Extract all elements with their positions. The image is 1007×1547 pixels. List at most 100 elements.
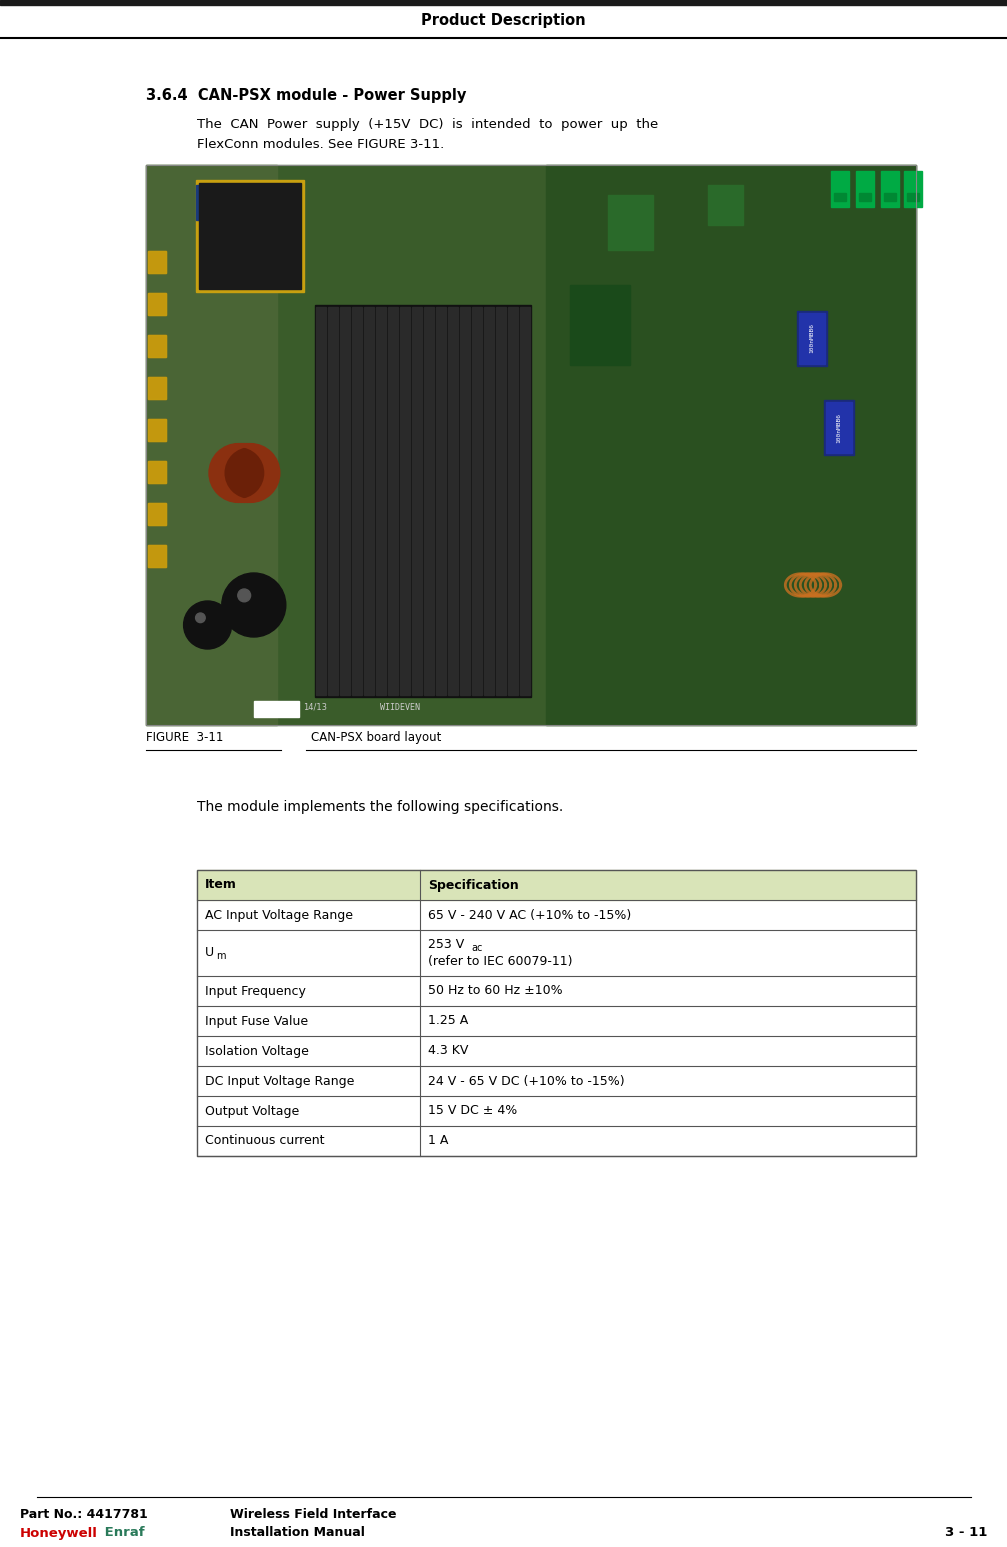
Bar bbox=[365, 306, 375, 695]
Text: Input Frequency: Input Frequency bbox=[205, 984, 306, 998]
Text: 24 V - 65 V DC (+10% to -15%): 24 V - 65 V DC (+10% to -15%) bbox=[428, 1075, 624, 1088]
Bar bbox=[460, 306, 470, 695]
Bar bbox=[389, 306, 398, 695]
Text: 50 Hz to 60 Hz ±10%: 50 Hz to 60 Hz ±10% bbox=[428, 984, 563, 998]
Text: Honeywell: Honeywell bbox=[20, 1527, 98, 1539]
Text: 100nMBB6: 100nMBB6 bbox=[810, 323, 814, 353]
Bar bbox=[352, 306, 363, 695]
Bar bbox=[570, 285, 629, 365]
Bar bbox=[859, 193, 871, 201]
Bar bbox=[148, 292, 166, 316]
Bar bbox=[146, 166, 916, 726]
Bar bbox=[197, 976, 916, 1006]
Bar bbox=[316, 306, 326, 695]
Bar bbox=[146, 166, 916, 726]
Text: Input Fuse Value: Input Fuse Value bbox=[205, 1015, 308, 1027]
Bar bbox=[0, 0, 1007, 5]
Bar bbox=[884, 193, 896, 201]
Bar bbox=[197, 1006, 916, 1036]
Text: 1.25 A: 1.25 A bbox=[428, 1015, 468, 1027]
Bar bbox=[148, 545, 166, 568]
Bar bbox=[881, 172, 899, 207]
Bar bbox=[708, 186, 743, 224]
Bar bbox=[148, 461, 166, 483]
Bar bbox=[496, 306, 506, 695]
Text: Output Voltage: Output Voltage bbox=[205, 1105, 299, 1117]
Bar bbox=[148, 503, 166, 524]
Bar bbox=[328, 306, 338, 695]
Bar bbox=[148, 336, 166, 357]
Bar bbox=[0, 5, 1007, 39]
Text: Wireless Field Interface: Wireless Field Interface bbox=[230, 1508, 397, 1522]
Bar bbox=[424, 306, 434, 695]
Text: 65 V - 240 V AC (+10% to -15%): 65 V - 240 V AC (+10% to -15%) bbox=[428, 908, 631, 922]
Bar bbox=[197, 1036, 916, 1066]
Bar bbox=[148, 336, 166, 357]
Bar bbox=[148, 545, 166, 568]
Bar bbox=[831, 172, 849, 207]
Bar bbox=[148, 419, 166, 441]
Text: 15 V DC ± 4%: 15 V DC ± 4% bbox=[428, 1105, 518, 1117]
Circle shape bbox=[238, 589, 251, 602]
Text: 1 A: 1 A bbox=[428, 1134, 448, 1148]
Text: 14/13: 14/13 bbox=[303, 702, 327, 712]
Bar bbox=[834, 193, 846, 201]
Bar bbox=[148, 251, 166, 272]
Text: Continuous current: Continuous current bbox=[205, 1134, 324, 1148]
Bar bbox=[904, 172, 922, 207]
Text: 253 V: 253 V bbox=[428, 937, 464, 951]
Bar bbox=[148, 377, 166, 399]
Bar bbox=[148, 251, 166, 272]
Bar bbox=[146, 166, 277, 726]
Circle shape bbox=[183, 600, 232, 650]
Bar bbox=[799, 312, 825, 364]
Bar bbox=[856, 172, 874, 207]
Bar bbox=[196, 179, 304, 292]
Bar bbox=[315, 305, 531, 698]
Bar bbox=[199, 183, 301, 289]
Bar bbox=[196, 186, 219, 220]
Bar bbox=[148, 461, 166, 483]
Text: AC Input Voltage Range: AC Input Voltage Range bbox=[205, 908, 353, 922]
Bar bbox=[608, 195, 653, 251]
Bar bbox=[148, 419, 166, 441]
Bar bbox=[340, 306, 350, 695]
Text: DC Input Voltage Range: DC Input Voltage Range bbox=[205, 1075, 354, 1088]
Bar bbox=[197, 1126, 916, 1156]
Text: Specification: Specification bbox=[428, 879, 519, 891]
Bar bbox=[197, 1095, 916, 1126]
Bar bbox=[472, 306, 482, 695]
Text: Product Description: Product Description bbox=[421, 12, 586, 28]
Bar bbox=[197, 869, 916, 900]
Text: Enraf: Enraf bbox=[100, 1527, 145, 1539]
Bar bbox=[148, 377, 166, 399]
Text: The module implements the following specifications.: The module implements the following spec… bbox=[197, 800, 563, 814]
Bar bbox=[197, 869, 916, 1156]
Bar bbox=[400, 306, 410, 695]
Bar bbox=[547, 166, 916, 726]
Text: Installation Manual: Installation Manual bbox=[230, 1527, 365, 1539]
Bar bbox=[436, 306, 446, 695]
Bar bbox=[197, 900, 916, 930]
Text: ac: ac bbox=[471, 942, 482, 953]
Text: m: m bbox=[215, 951, 226, 961]
Bar bbox=[254, 701, 299, 716]
Bar bbox=[377, 306, 386, 695]
Bar bbox=[148, 292, 166, 316]
Text: 3.6.4  CAN-PSX module - Power Supply: 3.6.4 CAN-PSX module - Power Supply bbox=[146, 88, 466, 104]
Text: Isolation Voltage: Isolation Voltage bbox=[205, 1044, 309, 1058]
Bar bbox=[509, 306, 518, 695]
Bar bbox=[826, 402, 852, 453]
Bar bbox=[239, 186, 257, 215]
Circle shape bbox=[195, 613, 205, 622]
Bar bbox=[797, 311, 827, 365]
Text: The  CAN  Power  supply  (+15V  DC)  is  intended  to  power  up  the: The CAN Power supply (+15V DC) is intend… bbox=[197, 118, 659, 131]
Bar bbox=[484, 306, 493, 695]
Bar bbox=[197, 1066, 916, 1095]
Text: 4.3 KV: 4.3 KV bbox=[428, 1044, 468, 1058]
Text: (refer to IEC 60079-11): (refer to IEC 60079-11) bbox=[428, 954, 573, 968]
Bar bbox=[824, 401, 854, 455]
Text: 3 - 11: 3 - 11 bbox=[945, 1527, 987, 1539]
Text: FIGURE  3-11: FIGURE 3-11 bbox=[146, 732, 224, 744]
Bar bbox=[907, 193, 919, 201]
